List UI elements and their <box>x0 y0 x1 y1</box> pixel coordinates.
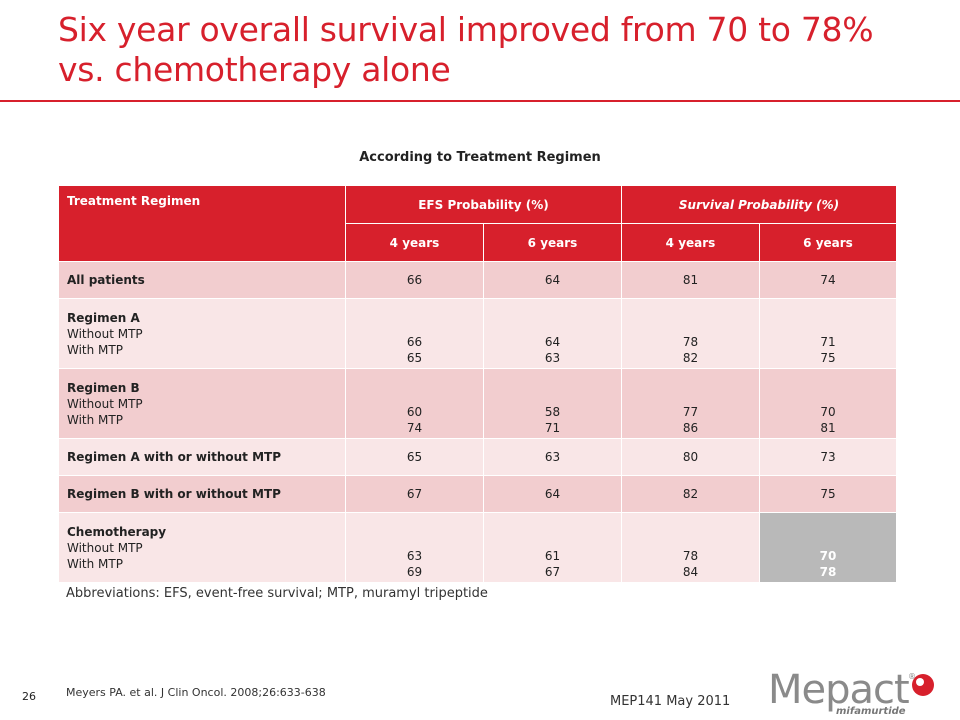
cell-efs-4y: 66 <box>345 261 484 299</box>
table-caption: According to Treatment Regimen <box>359 150 601 165</box>
slide-title-line-2: vs. chemotherapy alone <box>58 50 451 89</box>
table-row: Regimen B with or without MTP 67 64 82 7… <box>58 475 897 513</box>
cell-efs-4y: 67 <box>345 475 484 513</box>
table-row: Regimen A with or without MTP 65 63 80 7… <box>58 438 897 476</box>
row-label: All patients <box>58 261 346 299</box>
table-subheader-row: 4 years 6 years 4 years 6 years <box>59 223 897 262</box>
header-efs-4-years: 4 years <box>345 223 484 262</box>
slide-title-line-1: Six year overall survival improved from … <box>58 10 874 49</box>
header-treatment-regimen: Treatment Regimen <box>58 185 346 262</box>
cell-efs-4y: 65 <box>345 438 484 476</box>
cell-efs-6y: 61 67 <box>483 512 622 583</box>
cell-efs-6y: 64 63 <box>483 298 622 369</box>
row-label: Regimen A with or without MTP <box>58 438 346 476</box>
table-row: Regimen B Without MTP With MTP 60 74 58 71… <box>58 368 897 439</box>
logo-swoosh-icon <box>912 674 934 696</box>
header-efs-probability: EFS Probability (%) <box>345 185 622 224</box>
cell-surv-4y: 78 82 <box>621 298 760 369</box>
logo-registered-mark: ® <box>908 672 916 681</box>
regimen-table: Treatment Regimen EFS Probability (%) Su… <box>58 185 897 583</box>
abbreviations-note: Abbreviations: EFS, event-free survival;… <box>66 586 488 601</box>
cell-efs-6y: 64 <box>483 475 622 513</box>
cell-surv-4y: 80 <box>621 438 760 476</box>
cell-efs-6y: 64 <box>483 261 622 299</box>
row-label: Chemotherapy Without MTP With MTP <box>58 512 346 583</box>
title-divider <box>0 100 960 102</box>
header-survival-probability: Survival Probability (%) <box>621 185 897 224</box>
table-header-row: Treatment Regimen EFS Probability (%) Su… <box>58 185 897 262</box>
table-row: Chemotherapy Without MTP With MTP 63 69 6… <box>58 512 897 583</box>
page-number: 26 <box>22 690 36 703</box>
cell-surv-4y: 78 84 <box>621 512 760 583</box>
cell-surv-4y: 77 86 <box>621 368 760 439</box>
table-row: All patients 66 64 81 74 <box>58 261 897 299</box>
logo-tagline: mifamurtide <box>836 706 906 717</box>
document-code: MEP141 May 2011 <box>610 694 731 709</box>
row-label: Regimen B with or without MTP <box>58 475 346 513</box>
mepact-logo: Mepact ® mifamurtide <box>768 668 938 718</box>
cell-surv-4y: 82 <box>621 475 760 513</box>
cell-surv-6y: 74 <box>759 261 897 299</box>
header-efs-6-years: 6 years <box>483 223 622 262</box>
cell-efs-6y: 58 71 <box>483 368 622 439</box>
reference-citation: Meyers PA. et al. J Clin Oncol. 2008;26:… <box>66 686 326 699</box>
cell-surv-6y: 75 <box>759 475 897 513</box>
table-row: Regimen A Without MTP With MTP 66 65 64 63… <box>58 298 897 369</box>
logo-wordmark: Mepact <box>768 667 910 713</box>
header-survival-6-years: 6 years <box>759 223 897 262</box>
cell-surv-6y-highlighted: 70 78 <box>759 512 897 583</box>
cell-efs-4y: 66 65 <box>345 298 484 369</box>
slide-title: Six year overall survival improved from … <box>58 10 938 90</box>
header-survival-4-years: 4 years <box>621 223 760 262</box>
row-label: Regimen A Without MTP With MTP <box>58 298 346 369</box>
cell-surv-6y: 71 75 <box>759 298 897 369</box>
cell-surv-4y: 81 <box>621 261 760 299</box>
row-label: Regimen B Without MTP With MTP <box>58 368 346 439</box>
cell-efs-4y: 63 69 <box>345 512 484 583</box>
cell-efs-6y: 63 <box>483 438 622 476</box>
cell-surv-6y: 70 81 <box>759 368 897 439</box>
cell-efs-4y: 60 74 <box>345 368 484 439</box>
cell-surv-6y: 73 <box>759 438 897 476</box>
